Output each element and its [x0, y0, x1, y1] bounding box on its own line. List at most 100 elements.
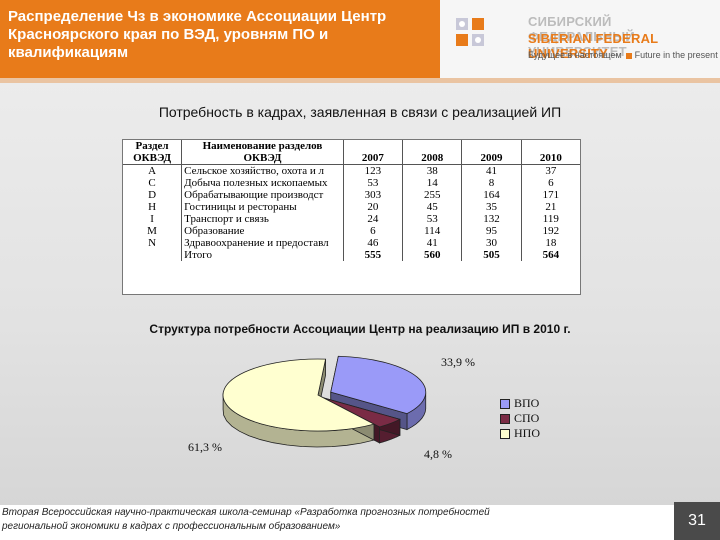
row-code: N — [123, 237, 183, 249]
table-row: H Гостиницы и рестораны 20 45 35 21 — [123, 201, 580, 213]
row-value: 20 — [343, 201, 404, 213]
row-value: 41 — [461, 164, 522, 177]
row-value: 46 — [343, 237, 404, 249]
header-title-line-2: Красноярского края по ВЭД, уровням ПО и — [8, 26, 329, 43]
row-value: 18 — [545, 237, 557, 249]
university-slogan: Будущее в настоящем Future in the present — [528, 50, 718, 60]
row-value: 171 — [542, 189, 560, 201]
table-row: N Здравоохранение и предоставл 46 41 30 … — [123, 237, 580, 249]
row-value: 35 — [461, 201, 522, 213]
row-value: 192 — [542, 225, 560, 237]
row-name: Здравоохранение и предоставл — [181, 237, 344, 249]
header-code-2: ОКВЭД — [123, 152, 183, 165]
page-number: 31 — [674, 502, 720, 540]
footer-line-1: Вторая Всероссийская научно-практическая… — [2, 507, 490, 518]
total-value: 564 — [542, 249, 560, 261]
row-value: 132 — [461, 213, 522, 225]
legend-item: СПО — [500, 411, 540, 426]
row-value: 6 — [548, 177, 554, 189]
row-value: 95 — [461, 225, 522, 237]
row-code: M — [123, 225, 183, 237]
row-code: A — [123, 164, 183, 177]
row-value: 114 — [402, 225, 463, 237]
university-name-en: SIBERIAN FEDERAL UNIVERSITY — [528, 31, 659, 61]
slogan-separator-icon — [625, 52, 632, 59]
row-name: Транспорт и связь — [181, 213, 344, 225]
legend-label: СПО — [514, 411, 540, 425]
university-emblem-icon — [452, 14, 488, 54]
table-row: A Сельское хозяйство, охота и л 123 38 4… — [123, 164, 580, 177]
table-total-row: Итого 555 560 505 564 — [123, 249, 580, 261]
header-title-line-1: Распределение Чз в экономике Ассоциации … — [8, 8, 387, 25]
legend-label: ВПО — [514, 396, 540, 410]
header-title-block: Распределение Чз в экономике Ассоциации … — [0, 0, 440, 78]
header-year-2009: 2009 — [461, 152, 522, 165]
row-value: 6 — [343, 225, 404, 237]
university-name-ru: СИБИРСКИЙ ФЕДЕРАЛЬНЫЙ УНИВЕРСИТЕТ — [528, 14, 635, 59]
row-code: C — [123, 177, 183, 189]
row-value: 21 — [545, 201, 557, 213]
pie-slice-НПО — [222, 358, 376, 432]
header-name-2: ОКВЭД — [181, 152, 344, 165]
row-value: 14 — [402, 177, 463, 189]
row-value: 38 — [402, 164, 463, 177]
row-value: 255 — [402, 189, 463, 201]
pie-slice-СПО — [323, 397, 401, 428]
header-code-1: Раздел — [123, 140, 183, 152]
row-name: Добыча полезных ископаемых — [181, 177, 344, 189]
header-name-1: Наименование разделов — [181, 140, 344, 152]
legend-swatch — [500, 428, 510, 439]
row-value: 37 — [545, 165, 557, 177]
row-name: Обрабатывающие производст — [181, 189, 344, 201]
row-value: 8 — [461, 177, 522, 189]
staff-demand-table: Раздел Наименование разделов ОКВЭД ОКВЭД… — [122, 139, 581, 295]
pie-data-label: 4,8 % — [424, 447, 452, 461]
row-value: 45 — [402, 201, 463, 213]
table-header-row-1: Раздел Наименование разделов — [123, 140, 580, 152]
footer-line-2: региональной экономики в кадрах с профес… — [2, 521, 341, 532]
pie-data-label: 61,3 % — [188, 440, 222, 454]
slogan-en: Future in the present — [634, 50, 718, 60]
header-year-2010: 2010 — [521, 152, 580, 165]
row-value: 30 — [461, 237, 522, 249]
legend-item: НПО — [500, 426, 540, 441]
row-value: 53 — [343, 177, 404, 189]
row-value: 164 — [461, 189, 522, 201]
row-value: 303 — [343, 189, 404, 201]
header-year-2008: 2008 — [402, 152, 463, 165]
row-name: Сельское хозяйство, охота и л — [181, 164, 344, 177]
row-code: D — [123, 189, 183, 201]
header-year-2007: 2007 — [343, 152, 404, 165]
header-title-line-3: квалификациям — [8, 44, 129, 61]
slogan-ru: Будущее в настоящем — [528, 50, 622, 60]
table-row: C Добыча полезных ископаемых 53 14 8 6 — [123, 177, 580, 189]
table-row: M Образование 6 114 95 192 — [123, 225, 580, 237]
row-code: I — [123, 213, 183, 225]
chart-legend: ВПО СПО НПО — [500, 396, 540, 441]
table-header-row-2: ОКВЭД ОКВЭД 2007 2008 2009 2010 — [123, 152, 580, 165]
row-value: 123 — [343, 164, 404, 177]
row-name: Гостиницы и рестораны — [181, 201, 344, 213]
row-value: 24 — [343, 213, 404, 225]
legend-item: ВПО — [500, 396, 540, 411]
total-label: Итого — [181, 249, 344, 261]
total-value: 505 — [461, 249, 522, 261]
pie-slice-ВПО — [330, 355, 427, 415]
row-value: 119 — [542, 213, 559, 225]
pie-data-label: 33,9 % — [441, 355, 475, 369]
legend-swatch — [500, 413, 510, 424]
legend-swatch — [500, 398, 510, 409]
total-value: 560 — [402, 249, 463, 261]
table-row: I Транспорт и связь 24 53 132 119 — [123, 213, 580, 225]
chart-section-title: Структура потребности Ассоциации Центр н… — [149, 322, 571, 336]
legend-label: НПО — [514, 426, 540, 440]
row-name: Образование — [181, 225, 344, 237]
total-value: 555 — [343, 249, 404, 261]
table-row: D Обрабатывающие производст 303 255 164 … — [123, 189, 580, 201]
row-value: 41 — [402, 237, 463, 249]
footer-bar — [0, 505, 720, 540]
row-value: 53 — [402, 213, 463, 225]
row-code: H — [123, 201, 183, 213]
table-section-title: Потребность в кадрах, заявленная в связи… — [158, 104, 562, 120]
